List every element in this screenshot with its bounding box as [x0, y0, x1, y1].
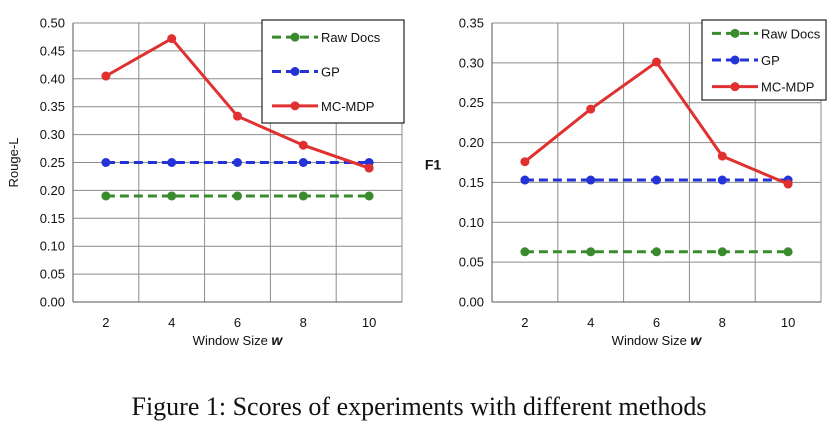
data-point — [520, 247, 530, 257]
x-axis-title-variable: w — [690, 332, 702, 348]
data-point — [586, 175, 596, 185]
data-point — [520, 157, 530, 167]
y-tick-label: 0.30 — [40, 127, 65, 142]
series-raw-docs — [520, 247, 793, 257]
y-tick-label: 0.05 — [40, 267, 65, 282]
y-tick-label: 0.10 — [40, 239, 65, 254]
data-point — [101, 71, 111, 81]
x-tick-label: 4 — [587, 315, 594, 330]
y-tick-label: 0.00 — [40, 295, 65, 310]
rouge-l-chart: 0.00 0.05 0.10 0.15 0.20 0.25 0.30 0.35 0.40 0.45… — [6, 16, 405, 348]
x-tick-label: 2 — [521, 315, 528, 330]
data-point — [717, 175, 727, 185]
legend: Raw Docs GP MC-MDP — [261, 19, 405, 124]
data-point — [586, 104, 596, 114]
x-axis-title-text: Window Size — [612, 333, 691, 348]
series-raw-docs — [101, 191, 374, 201]
y-tick-label: 0.50 — [40, 16, 65, 31]
legend-label: Raw Docs — [761, 26, 821, 41]
data-point — [652, 247, 661, 257]
data-point — [167, 191, 177, 201]
y-tick-label: 0.15 — [459, 175, 484, 190]
data-point — [233, 158, 242, 167]
data-point — [783, 179, 793, 189]
legend-marker — [290, 101, 300, 111]
data-point — [364, 191, 374, 201]
x-axis-title: Window Size w — [193, 332, 284, 348]
x-tick-label: 2 — [102, 315, 109, 330]
y-tick-label: 0.35 — [40, 99, 65, 114]
legend-marker — [730, 28, 740, 38]
data-point — [167, 158, 177, 167]
legend-label: GP — [761, 53, 780, 68]
legend: Raw Docs GP MC-MDP — [701, 19, 827, 101]
x-axis-title-text: Window Size — [193, 333, 272, 348]
data-point — [652, 57, 661, 67]
data-point — [717, 151, 727, 161]
y-tick-label: 0.20 — [459, 135, 484, 150]
f1-chart: 0.00 0.05 0.10 0.15 0.20 0.25 0.30 0.35 2 4 6 8 10 Wi… — [425, 16, 827, 348]
y-tick-label: 0.40 — [40, 71, 65, 86]
y-tick-label: 0.20 — [40, 183, 65, 198]
data-point — [364, 163, 374, 173]
x-axis-title: Window Size w — [612, 332, 703, 348]
legend-marker — [290, 32, 300, 42]
data-point — [717, 247, 727, 257]
x-tick-label: 6 — [653, 315, 660, 330]
x-tick-label: 10 — [362, 315, 376, 330]
data-point — [298, 191, 308, 201]
x-axis-title-variable: w — [271, 332, 283, 348]
legend-marker — [730, 55, 740, 65]
legend-marker — [730, 82, 740, 92]
y-tick-label: 0.05 — [459, 255, 484, 270]
x-tick-label: 8 — [300, 315, 307, 330]
legend-label: GP — [321, 65, 340, 80]
figure-caption: Figure 1: Scores of experiments with dif… — [131, 392, 707, 421]
y-tick-label: 0.25 — [40, 155, 65, 170]
x-tick-label: 10 — [781, 315, 795, 330]
data-point — [652, 175, 661, 185]
x-tick-label: 6 — [234, 315, 241, 330]
data-point — [233, 111, 242, 121]
legend-label: MC-MDP — [761, 80, 814, 95]
data-point — [167, 34, 177, 44]
series-mc-mdp — [520, 57, 793, 189]
data-point — [101, 158, 111, 167]
data-point — [298, 140, 308, 150]
y-tick-label: 0.30 — [459, 55, 484, 70]
y-tick-label: 0.15 — [40, 211, 65, 226]
y-tick-label: 0.25 — [459, 95, 484, 110]
series-mc-mdp — [101, 34, 374, 173]
data-point — [520, 175, 530, 185]
series-gp — [101, 158, 374, 167]
data-point — [233, 191, 242, 201]
legend-marker — [290, 67, 300, 76]
y-axis-title: F1 — [425, 156, 442, 172]
data-point — [101, 191, 111, 201]
y-tick-label: 0.45 — [40, 43, 65, 58]
series-gp — [520, 175, 793, 185]
legend-label: Raw Docs — [321, 30, 381, 45]
data-point — [783, 247, 793, 257]
data-point — [586, 247, 596, 257]
y-tick-label: 0.10 — [459, 215, 484, 230]
data-point — [298, 158, 308, 167]
x-tick-label: 8 — [719, 315, 726, 330]
x-tick-label: 4 — [168, 315, 175, 330]
y-tick-label: 0.00 — [459, 295, 484, 310]
legend-label: MC-MDP — [321, 99, 374, 114]
y-axis-title: Rouge-L — [6, 138, 21, 188]
y-tick-label: 0.35 — [459, 16, 484, 31]
